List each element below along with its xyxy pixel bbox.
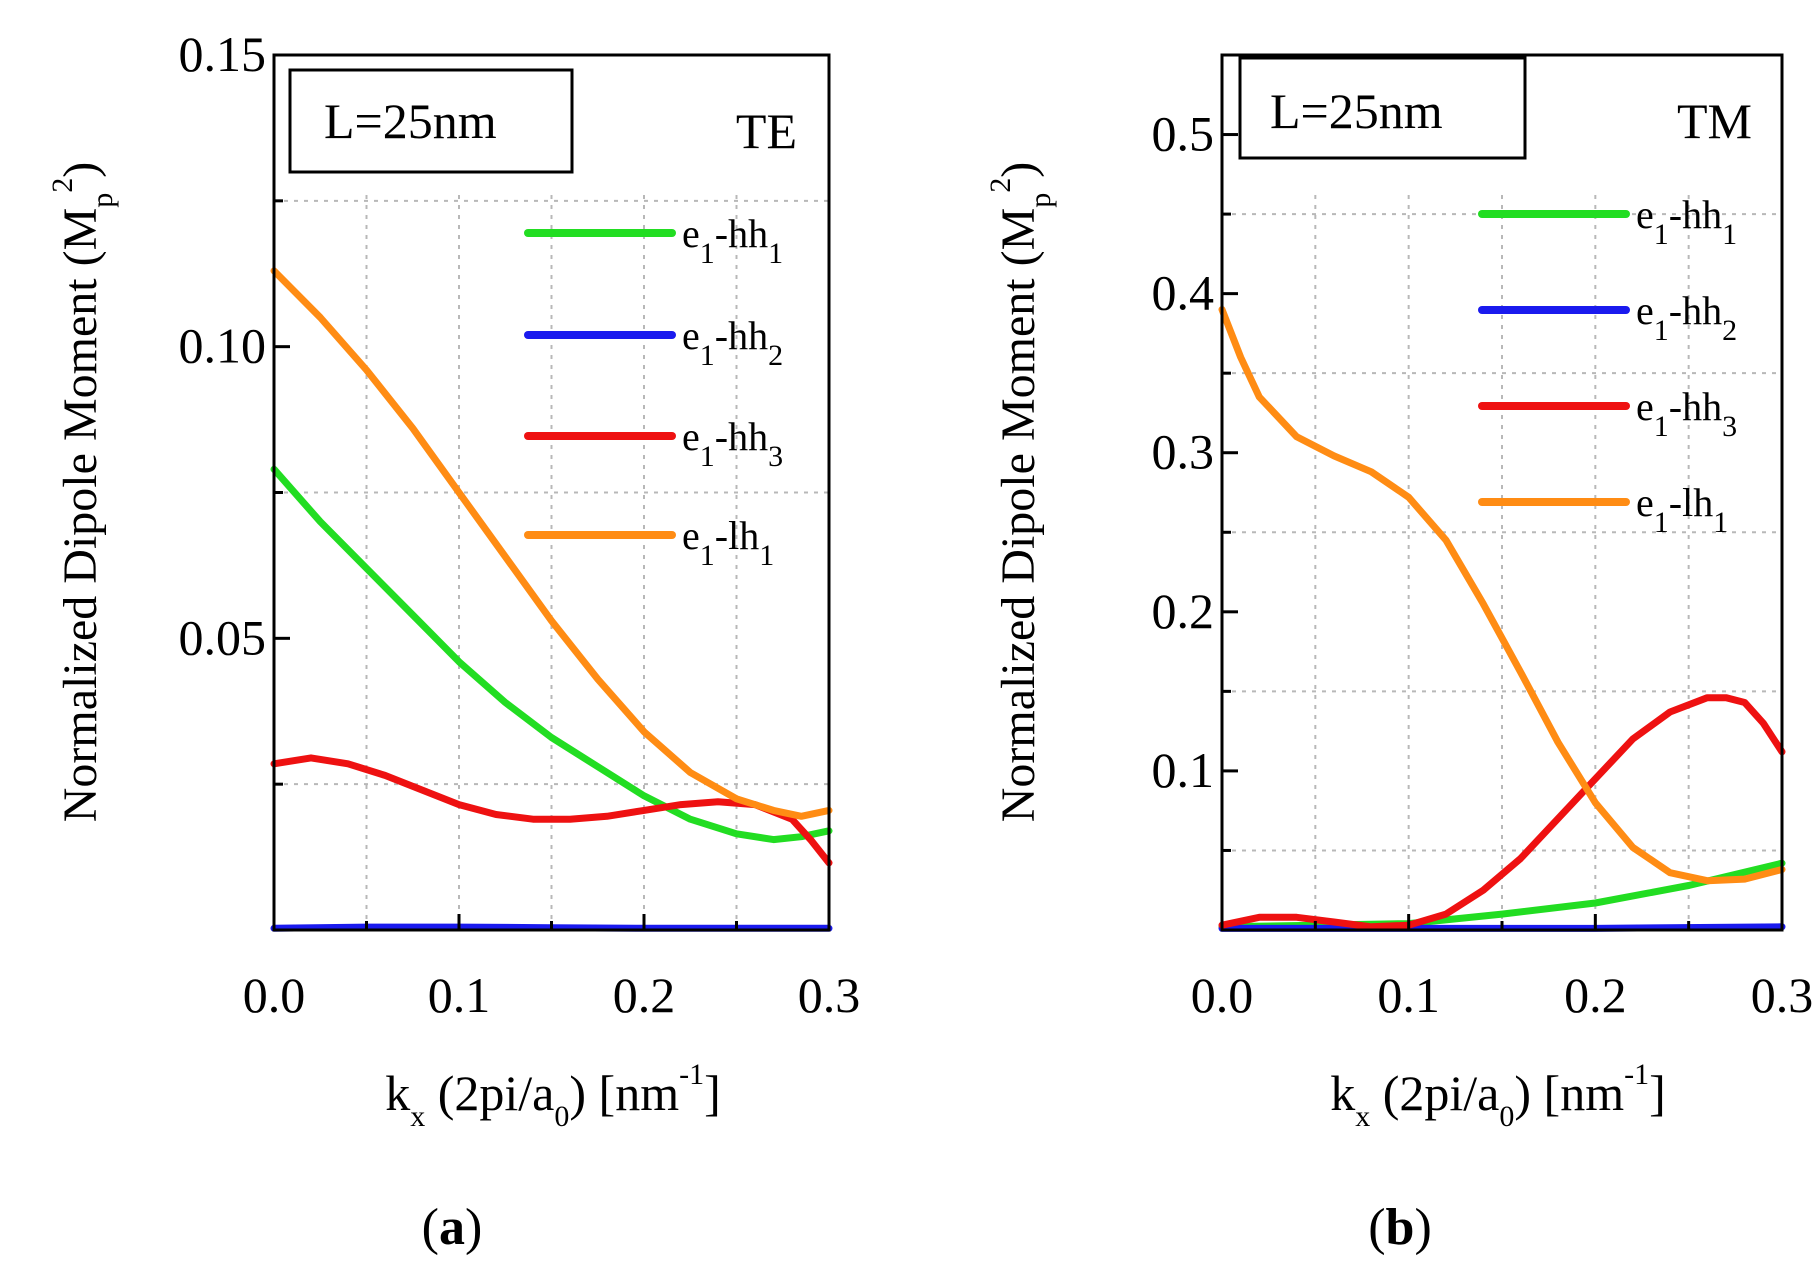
svg-text:kx (2pi/a0) [nm-1]: kx (2pi/a0) [nm-1] [1330,1058,1666,1133]
label-box: L=25nm [1238,56,1527,160]
y-tick-label: 0.4 [1152,265,1215,321]
x-axis-label: kx (2pi/a0) [nm-1] [1330,1058,1666,1133]
y-axis-label: Normalized Dipole Moment (Mp2) [46,162,119,823]
series-line-e1-hh1 [270,465,833,844]
y-tick-label: 0.3 [1152,424,1215,480]
legend-label-e1-hh3: e1-hh3 [1636,384,1737,443]
legend: e1-hh1 e1-hh2 e1-hh3 e1-lh1 [524,211,783,572]
svg-text:Normalized Dipole Moment (Mp2: Normalized Dipole Moment (Mp2) [46,162,119,823]
y-tick-label: 0.05 [179,609,267,665]
y-tick-label: 0.2 [1152,583,1215,639]
series-line-e1-hh3 [1218,694,1786,931]
series-line-e1-lh1 [270,267,833,820]
x-tick-label: 0.0 [1191,967,1254,1023]
y-tick-label: 0.10 [179,318,267,374]
polarization-label: TE [736,103,797,159]
x-tick-label: 0.3 [798,967,861,1023]
box-label: L=25nm [1270,83,1443,139]
x-tick-label: 0.1 [1377,967,1440,1023]
legend-label-e1-hh1: e1-hh1 [1636,192,1737,251]
svg-text:kx (2pi/a0) [nm-1]: kx (2pi/a0) [nm-1] [385,1058,721,1133]
y-axis-label: Normalized Dipole Moment (Mp2) [984,162,1057,823]
x-tick-label: 0.2 [613,967,676,1023]
y-tick-label: 0.1 [1152,742,1215,798]
panel-a-te: 0.0 0.1 0.2 0.3 0.05 0.10 0.15 L=25nm TE e1-hh… [46,26,860,1256]
x-tick-label: 0.1 [428,967,491,1023]
legend-label-e1-hh3: e1-hh3 [682,414,783,473]
panel-caption: (a) [422,1199,483,1256]
svg-text:Normalized Dipole Moment (Mp2: Normalized Dipole Moment (Mp2) [984,162,1057,823]
legend-label-e1-hh1: e1-hh1 [682,211,783,270]
x-axis-label: kx (2pi/a0) [nm-1] [385,1058,721,1133]
x-tick-label: 0.2 [1564,967,1627,1023]
legend-label-e1-hh2: e1-hh2 [1636,288,1737,347]
box-label: L=25nm [324,93,497,149]
x-tick-label: 0.3 [1751,967,1814,1023]
x-tick-label: 0.0 [243,967,306,1023]
label-box: L=25nm [288,68,574,174]
legend: e1-hh1 e1-hh2 e1-hh3 e1-lh1 [1478,192,1737,539]
polarization-label: TM [1677,93,1752,149]
y-tick-label: 0.5 [1152,106,1215,162]
y-tick-label: 0.15 [179,26,267,82]
legend-label-e1-hh2: e1-hh2 [682,313,783,372]
panel-caption: (b) [1368,1199,1432,1256]
panel-b-tm: 0.0 0.1 0.2 0.3 0.1 0.2 0.3 0.4 0.5 L=25nm TM e1… [984,53,1814,1256]
legend-label-e1-lh1: e1-lh1 [1636,480,1728,539]
legend-label-e1-lh1: e1-lh1 [682,513,774,572]
series-line-e1-lh1 [1218,306,1786,885]
